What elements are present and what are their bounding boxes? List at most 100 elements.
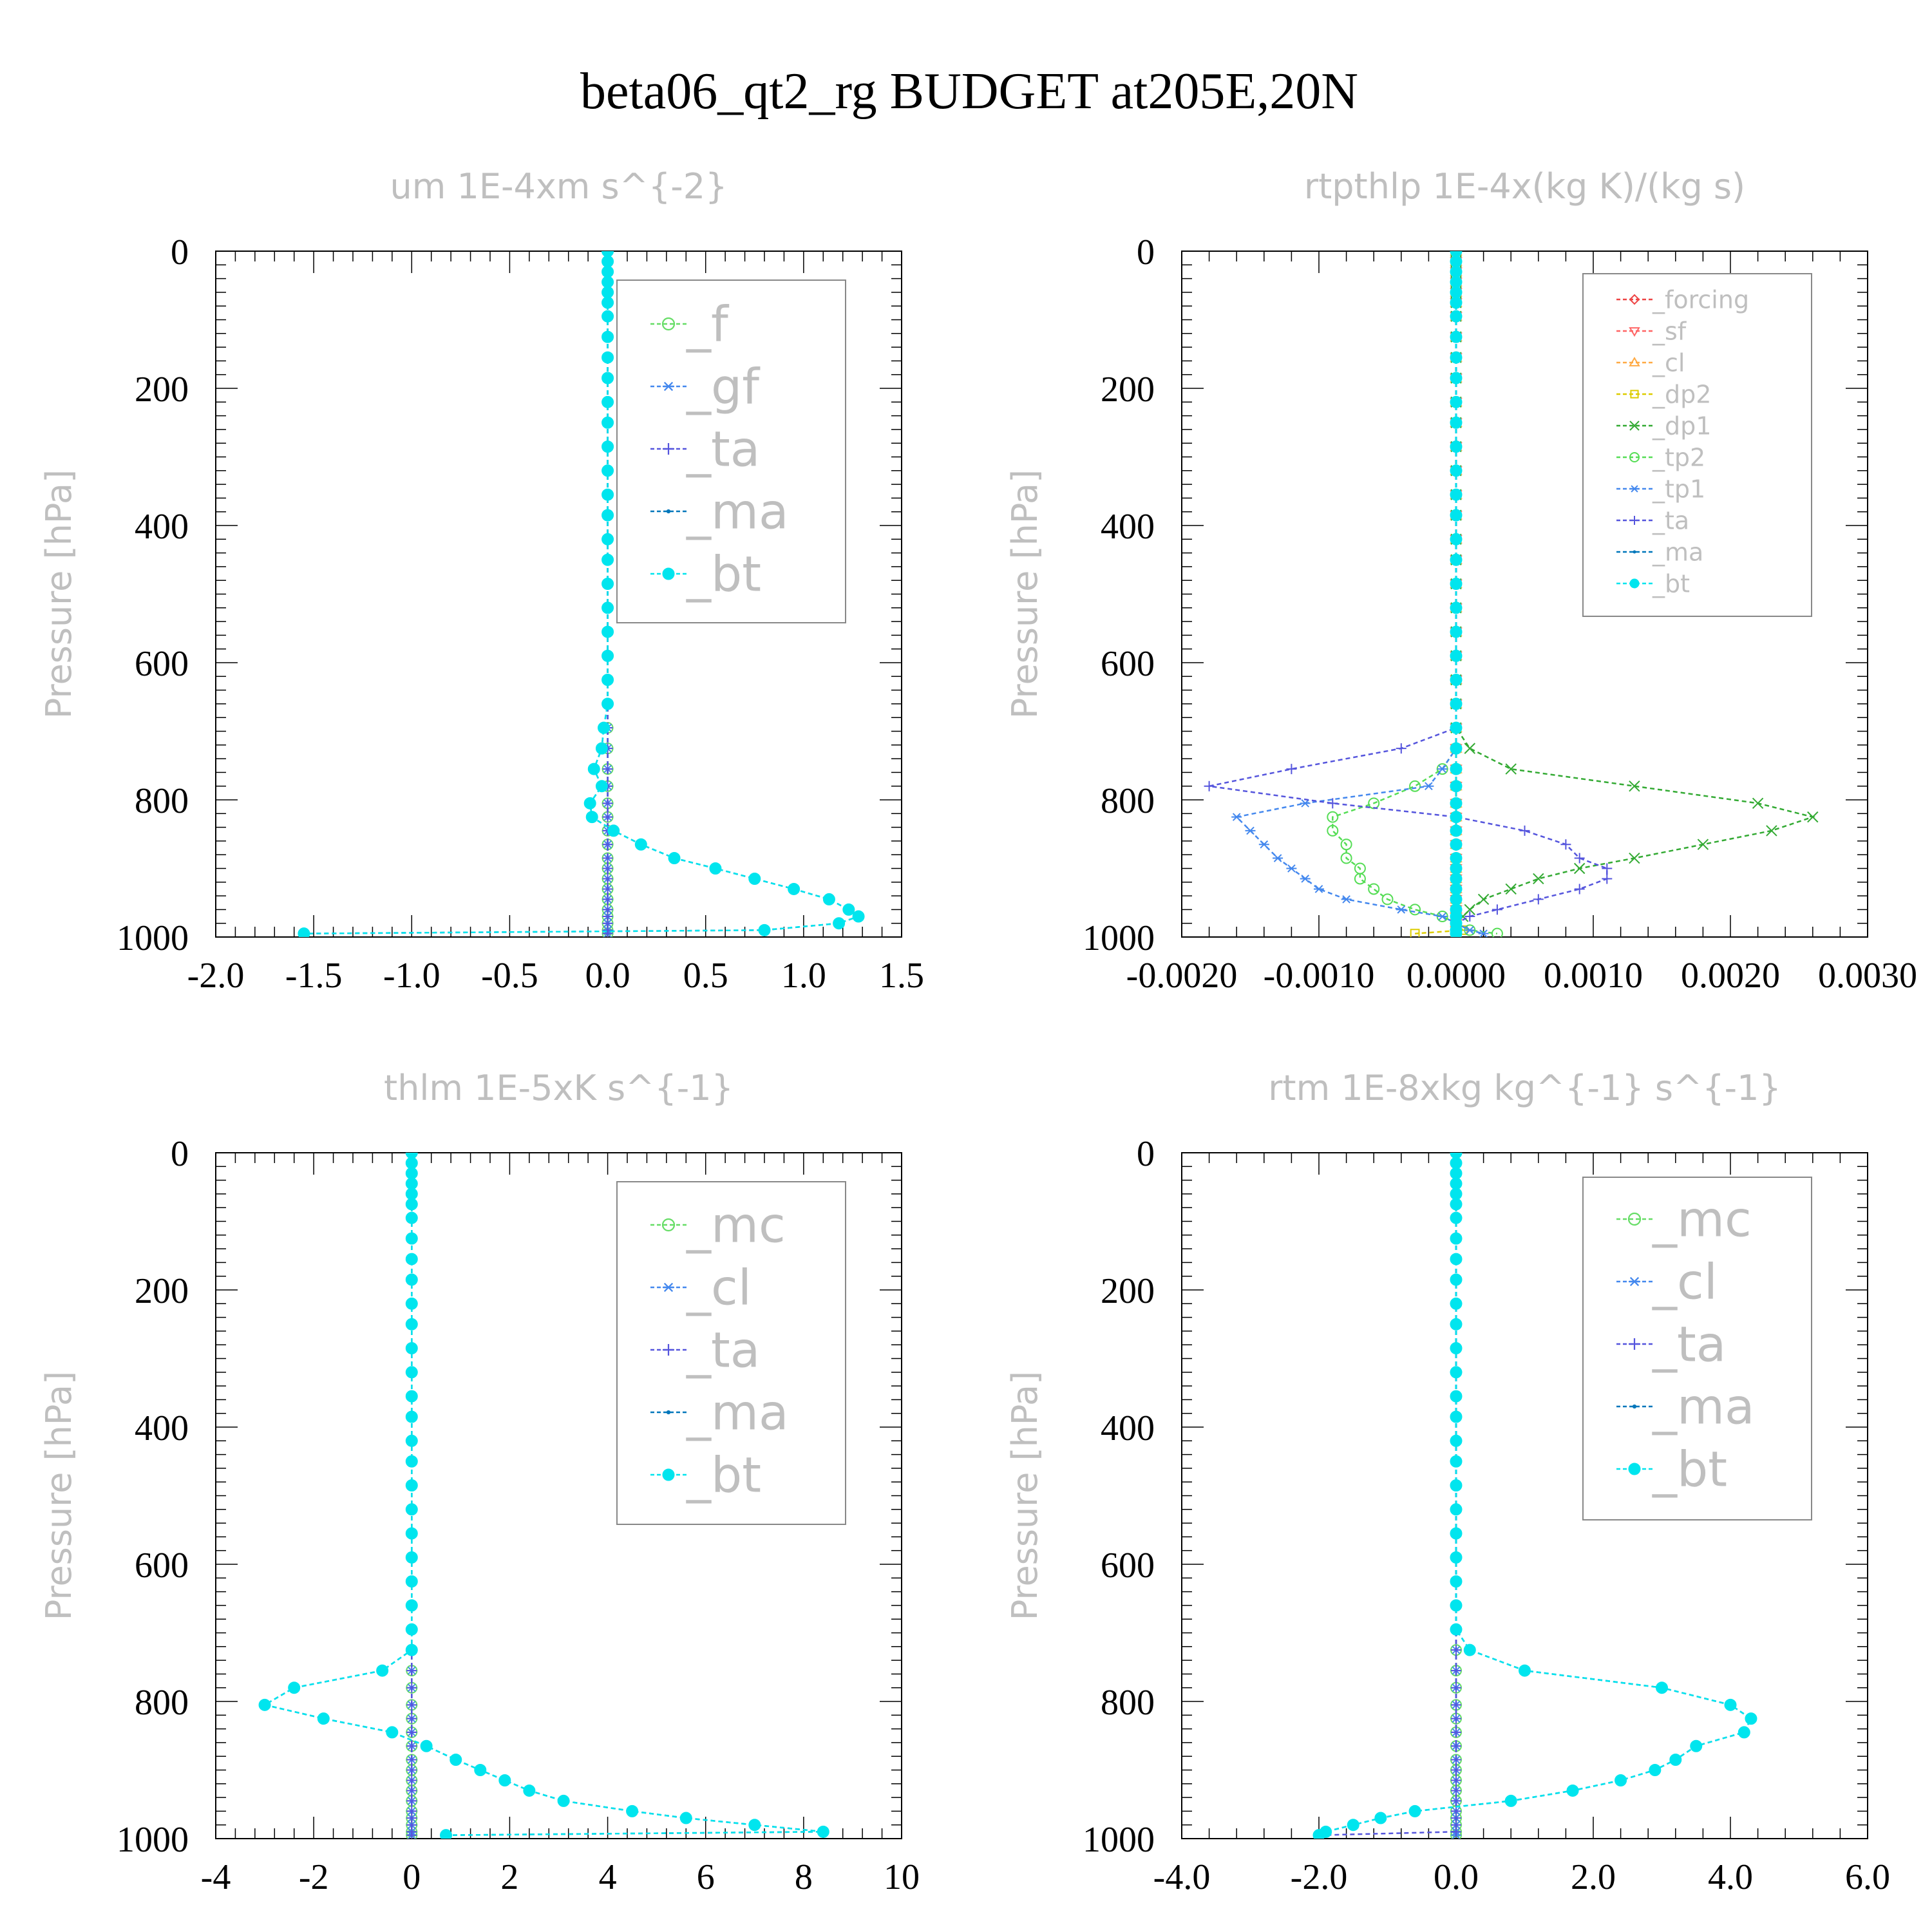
data-point [406, 1795, 417, 1806]
legend-marker [666, 1410, 671, 1415]
data-point [1450, 464, 1463, 477]
data-point [601, 265, 614, 278]
legend: _f_gf _ta_ma_bt [616, 279, 846, 623]
data-point [406, 1830, 417, 1839]
data-point [679, 1812, 692, 1824]
legend-marker [1630, 390, 1639, 399]
data-point [583, 797, 596, 810]
y-tick-label: 0 [171, 1134, 189, 1174]
data-point [1574, 884, 1585, 895]
x-tick-label: 0.0 [585, 956, 630, 996]
x-tick-label: 0.0010 [1544, 956, 1643, 996]
legend-marker [662, 567, 675, 580]
x-tick-label: -1.0 [383, 956, 440, 996]
data-point [1451, 1682, 1461, 1693]
data-point [1374, 1812, 1387, 1824]
data-point [1450, 296, 1463, 309]
x-tick-label: -1.5 [285, 956, 343, 996]
data-point [1450, 1211, 1463, 1224]
y-tick-label: 600 [135, 644, 189, 684]
data-point [317, 1712, 330, 1725]
data-point [405, 1211, 418, 1224]
legend-marker [661, 1218, 676, 1232]
data-point [1450, 893, 1463, 905]
data-point [822, 893, 835, 905]
data-point [1450, 1527, 1463, 1540]
data-point [817, 1825, 829, 1838]
data-point [1450, 265, 1463, 278]
data-point [1450, 1390, 1463, 1403]
data-point [601, 296, 614, 309]
data-point [1464, 926, 1475, 934]
legend-marker [1629, 452, 1640, 462]
legend-label: _cl [1652, 1253, 1718, 1311]
data-point [1451, 1785, 1461, 1796]
x-tick-label: -0.5 [481, 956, 538, 996]
x-tick-label: 4 [599, 1857, 617, 1897]
data-point [602, 811, 613, 822]
legend-label: _ta [1652, 506, 1689, 535]
series-layer [1312, 1153, 1757, 1839]
x-tick-label: -4 [201, 1857, 231, 1897]
legend-label: _f [686, 296, 730, 353]
data-point [406, 1754, 417, 1765]
data-point [601, 286, 614, 299]
data-point [602, 764, 613, 775]
data-point [450, 1754, 462, 1766]
legend-label: _ta [1652, 1316, 1726, 1373]
legend-marker [1628, 1463, 1641, 1475]
data-point [1752, 797, 1764, 810]
data-point [1450, 838, 1463, 851]
series-line [1455, 251, 1816, 934]
data-point [1724, 1698, 1737, 1711]
data-point [1245, 826, 1256, 835]
data-point [1451, 1713, 1461, 1724]
chart-panel-1: um 1E-4xm s^{-2} Pressure [hPa] 0 200 400 600… [39, 166, 924, 996]
x-tick-label: -2.0 [1291, 1857, 1348, 1897]
legend-marker [1629, 1338, 1640, 1350]
x-tick-label: 0.0 [1434, 1857, 1479, 1897]
x-tick-label: 2 [500, 1857, 518, 1897]
y-tick-label: 200 [1101, 370, 1155, 410]
data-point [1300, 875, 1311, 883]
data-point [1341, 895, 1352, 904]
data-point [601, 578, 614, 591]
data-point [601, 509, 614, 522]
data-point [1504, 1794, 1517, 1807]
data-point [1300, 799, 1311, 808]
data-point [1505, 883, 1517, 895]
legend-marker [663, 443, 674, 455]
data-point [1519, 825, 1530, 836]
data-point [1450, 625, 1463, 638]
y-tick-label: 200 [1101, 1271, 1155, 1311]
data-point [1451, 1775, 1461, 1786]
data-point [1327, 811, 1339, 823]
data-point [1314, 885, 1324, 893]
data-point [1450, 1575, 1463, 1588]
panel-title: rtpthlp 1E-4x(kg K)/(kg s) [1304, 166, 1745, 207]
data-point [406, 1682, 417, 1693]
data-point [557, 1794, 570, 1807]
legend-label: _bt [1652, 569, 1690, 598]
data-point [601, 553, 614, 566]
data-point [1327, 824, 1339, 837]
legend-label: _mc [686, 1197, 786, 1254]
data-point [601, 351, 614, 364]
legend-marker [1629, 327, 1640, 337]
data-point [1450, 1188, 1463, 1200]
data-point [1450, 416, 1463, 429]
y-tick-label: 0 [1137, 232, 1155, 272]
data-point [298, 927, 310, 937]
data-point [1463, 1643, 1476, 1656]
data-point [601, 251, 614, 258]
data-point [1450, 674, 1463, 687]
y-axis-label: Pressure [hPa] [39, 469, 79, 719]
y-axis-label: Pressure [hPa] [1005, 469, 1045, 719]
y-tick-label: 200 [135, 370, 189, 410]
data-point [405, 1410, 418, 1423]
y-tick-label: 1000 [1083, 918, 1155, 958]
data-point [1340, 852, 1352, 864]
x-tick-label: 8 [795, 1857, 813, 1897]
data-point [1258, 840, 1269, 849]
data-point [405, 1390, 418, 1403]
